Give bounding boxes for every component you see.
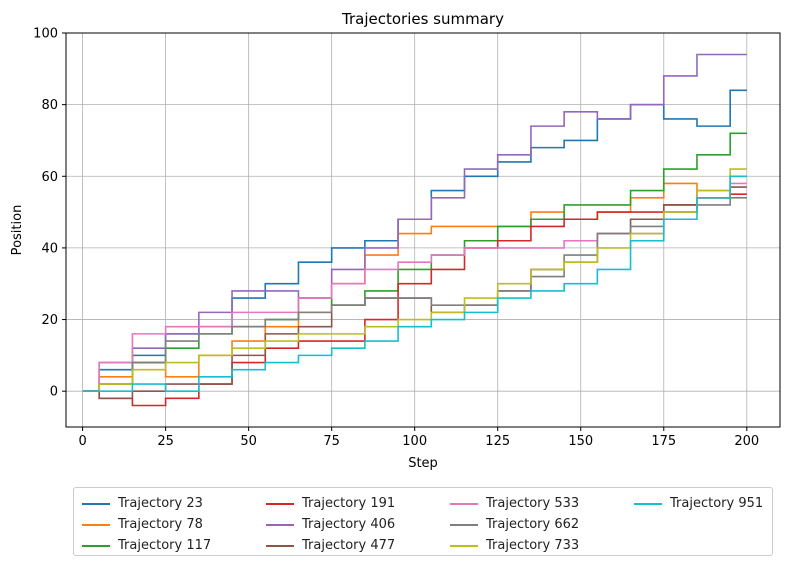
chart-title: Trajectories summary xyxy=(341,10,504,28)
series-line-trajectory-117 xyxy=(82,132,747,392)
x-tick-label: 150 xyxy=(568,434,593,449)
x-tick-label: 200 xyxy=(734,434,759,449)
legend-label: Trajectory 662 xyxy=(486,517,580,532)
x-tick-label: 125 xyxy=(485,434,510,449)
legend-label: Trajectory 533 xyxy=(486,496,580,511)
y-axis-label: Position xyxy=(10,205,25,256)
legend-items: Trajectory 23 Trajectory 78 Trajectory 117… xyxy=(82,493,764,556)
legend-entry: Trajectory 406 xyxy=(266,514,450,535)
series-line-trajectory-662 xyxy=(82,196,747,392)
y-tick-label: 0 xyxy=(50,385,58,400)
legend-label: Trajectory 733 xyxy=(486,538,580,553)
legend-swatch xyxy=(450,502,478,505)
y-tick-label: 20 xyxy=(41,313,58,328)
legend-swatch xyxy=(82,523,110,526)
legend-entry: Trajectory 662 xyxy=(450,514,634,535)
x-tick-label: 25 xyxy=(157,434,174,449)
legend-entry: Trajectory 533 xyxy=(450,493,634,514)
legend-swatch xyxy=(634,502,662,505)
legend-label: Trajectory 23 xyxy=(118,496,203,511)
y-tick-label: 100 xyxy=(33,27,58,42)
legend-entry: Trajectory 477 xyxy=(266,535,450,556)
series-line-trajectory-191 xyxy=(82,193,747,407)
y-tick-label: 80 xyxy=(41,98,58,113)
series-line-trajectory-951 xyxy=(82,175,747,392)
legend-swatch xyxy=(266,544,294,547)
legend-swatch xyxy=(266,523,294,526)
axis-ticks: 0 25 50 75 100 125 150 175 200 0 20 40 60 80 100 xyxy=(33,27,759,450)
series-lines xyxy=(82,53,747,407)
series-line-trajectory-406 xyxy=(82,53,747,392)
legend-entry: Trajectory 191 xyxy=(266,493,450,514)
legend-entry: Trajectory 733 xyxy=(450,535,634,556)
legend-swatch xyxy=(82,502,110,505)
plot-frame xyxy=(65,32,781,428)
legend-entry: Trajectory 117 xyxy=(82,535,266,556)
x-tick-label: 50 xyxy=(240,434,257,449)
legend-entry: Trajectory 951 xyxy=(634,493,764,514)
legend-swatch xyxy=(450,544,478,547)
legend-swatch xyxy=(450,523,478,526)
grid-lines xyxy=(66,32,780,427)
legend-label: Trajectory 78 xyxy=(118,517,203,532)
legend-label: Trajectory 406 xyxy=(302,517,396,532)
x-tick-label: 0 xyxy=(78,434,86,449)
legend-label: Trajectory 191 xyxy=(302,496,396,511)
x-axis-label: Step xyxy=(408,456,438,471)
legend-label: Trajectory 477 xyxy=(302,538,396,553)
x-tick-label: 175 xyxy=(651,434,676,449)
y-tick-label: 40 xyxy=(41,241,58,256)
series-line-trajectory-733 xyxy=(82,168,747,392)
y-tick-label: 60 xyxy=(41,170,58,185)
legend: Trajectory 23 Trajectory 78 Trajectory 117… xyxy=(73,487,773,556)
legend-swatch xyxy=(266,502,294,505)
legend-label: Trajectory 951 xyxy=(670,496,764,511)
legend-swatch xyxy=(82,544,110,547)
line-chart: Trajectories summary 0 25 50 75 100 125 150 175… xyxy=(10,10,781,471)
legend-entry: Trajectory 78 xyxy=(82,514,266,535)
legend-label: Trajectory 117 xyxy=(118,538,212,553)
x-tick-label: 75 xyxy=(323,434,340,449)
x-tick-label: 100 xyxy=(402,434,427,449)
legend-entry: Trajectory 23 xyxy=(82,493,266,514)
